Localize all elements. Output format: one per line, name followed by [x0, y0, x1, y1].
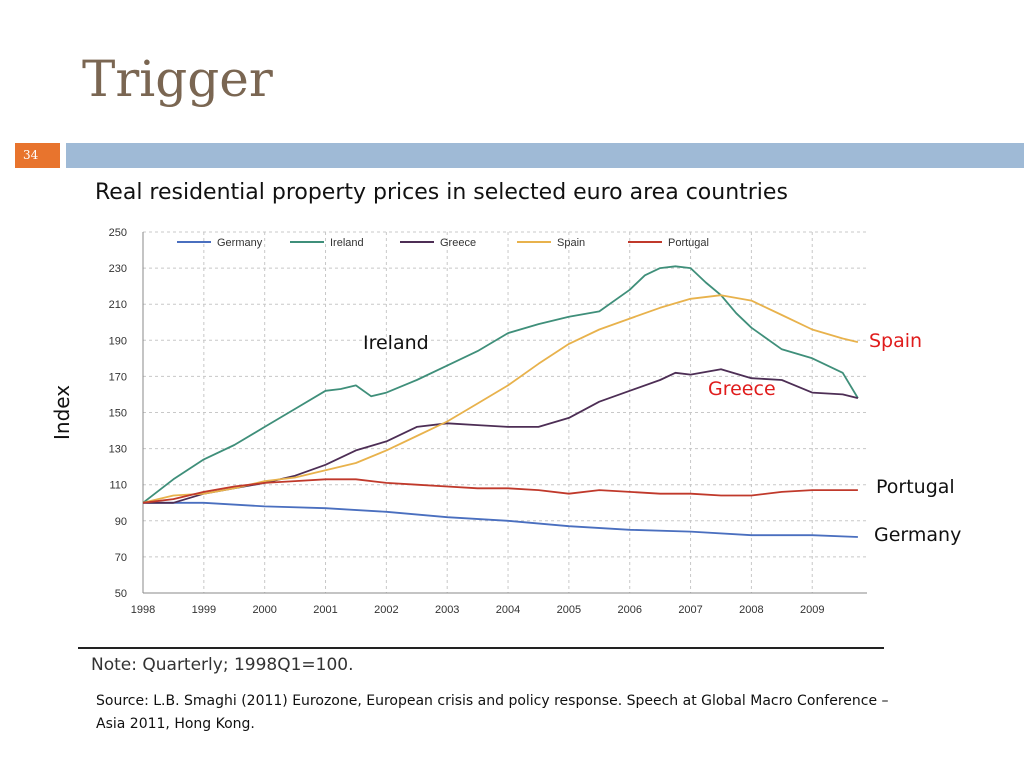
y-tick-label: 230 — [109, 263, 127, 275]
x-tick-label: 1999 — [192, 604, 216, 616]
x-tick-label: 2000 — [252, 604, 276, 616]
y-tick-label: 210 — [109, 299, 127, 311]
slide-title: Trigger — [82, 50, 273, 108]
y-axis-label: Index — [50, 384, 74, 440]
y-tick-label: 170 — [109, 371, 127, 383]
y-tick-label: 110 — [109, 480, 127, 492]
series-line-germany — [143, 501, 858, 538]
y-tick-label: 90 — [115, 516, 127, 528]
note-divider — [78, 647, 884, 649]
callout-ireland: Ireland — [363, 332, 429, 354]
callout-portugal: Portugal — [876, 476, 955, 498]
legend-label-greece: Greece — [440, 237, 476, 249]
y-tick-label: 150 — [109, 408, 127, 420]
x-tick-label: 2007 — [678, 604, 702, 616]
y-tick-label: 70 — [115, 552, 127, 564]
chart-heading: Real residential property prices in sele… — [95, 180, 788, 205]
chart-note: Note: Quarterly; 1998Q1=100. — [91, 655, 354, 675]
legend-label-ireland: Ireland — [330, 237, 364, 249]
y-tick-label: 50 — [115, 588, 127, 600]
x-tick-label: 2002 — [374, 604, 398, 616]
legend-label-spain: Spain — [557, 237, 585, 249]
x-tick-label: 2003 — [435, 604, 459, 616]
callout-greece: Greece — [708, 378, 776, 400]
page-number: 34 — [15, 143, 60, 168]
x-tick-label: 2008 — [739, 604, 763, 616]
header-rule — [66, 143, 1024, 168]
series-line-ireland — [142, 265, 859, 504]
x-tick-label: 2004 — [496, 604, 520, 616]
y-tick-label: 130 — [109, 444, 127, 456]
x-tick-label: 2001 — [313, 604, 337, 616]
x-tick-label: 2006 — [617, 604, 641, 616]
y-tick-label: 250 — [109, 227, 127, 239]
x-tick-label: 2005 — [557, 604, 581, 616]
series-line-portugal — [142, 478, 858, 504]
property-price-chart: 50 70 90 110 130 150 170 190 210 230 250 1998 1999 20… — [109, 227, 867, 616]
series-line-spain — [142, 294, 859, 504]
legend-label-germany: Germany — [217, 237, 263, 249]
x-tick-label: 2009 — [800, 604, 824, 616]
source-citation: Source: L.B. Smaghi (2011) Eurozone, Eur… — [96, 693, 889, 732]
callout-germany: Germany — [874, 524, 962, 546]
callout-spain: Spain — [869, 330, 923, 352]
y-tick-label: 190 — [109, 335, 127, 347]
legend-label-portugal: Portugal — [668, 237, 709, 249]
x-tick-label: 1998 — [131, 604, 155, 616]
